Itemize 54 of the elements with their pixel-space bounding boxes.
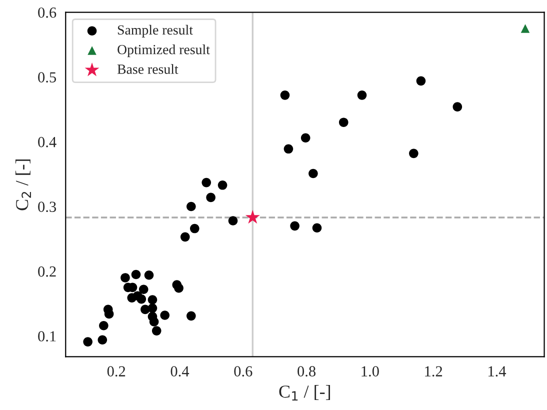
x-tick-label: 0.8 — [298, 366, 316, 377]
point — [136, 294, 146, 304]
point — [138, 284, 148, 294]
x-tick-label: 1.4 — [488, 366, 506, 377]
point — [357, 90, 367, 100]
x-axis-title: C$_{1}$ / [-] — [279, 385, 330, 401]
point — [245, 210, 260, 224]
point — [149, 317, 159, 326]
x-tick-label: 0.6 — [234, 366, 252, 377]
point — [148, 295, 158, 304]
y-tick-label: 0.5 — [38, 72, 56, 83]
point — [312, 223, 322, 233]
point — [148, 303, 158, 313]
point — [284, 144, 294, 154]
y-tick-label: 0.4 — [38, 136, 56, 148]
legend-label: Optimized result — [118, 44, 210, 58]
point — [218, 180, 228, 190]
point — [99, 320, 108, 330]
point — [416, 76, 426, 86]
point — [338, 118, 348, 128]
point — [409, 148, 418, 158]
point — [452, 102, 462, 112]
point — [202, 178, 212, 188]
legend-label: Sample result — [118, 24, 193, 38]
y-tick-label: 0.6 — [38, 7, 56, 18]
point — [186, 311, 196, 321]
y-tick-label: 0.3 — [38, 202, 56, 212]
point — [160, 310, 170, 320]
point — [290, 221, 300, 231]
point — [190, 224, 200, 234]
point — [206, 192, 216, 202]
y-tick-label: 0.1 — [38, 331, 56, 342]
point — [131, 270, 141, 280]
point — [120, 273, 130, 282]
point — [520, 24, 530, 33]
y-tick-label: 0.2 — [38, 266, 56, 277]
point — [180, 232, 190, 242]
point — [144, 270, 154, 280]
point — [280, 90, 290, 100]
point — [152, 326, 162, 336]
legend-label: Base result — [117, 64, 178, 74]
y-axis-title: C$_{2}$ / [-] — [15, 159, 31, 210]
point — [228, 216, 238, 226]
point — [308, 168, 318, 178]
point — [186, 202, 196, 212]
point — [83, 337, 92, 346]
x-tick-label: 0.2 — [107, 366, 126, 377]
x-tick-label: 0.4 — [170, 366, 190, 377]
point — [104, 309, 114, 319]
point — [174, 283, 184, 293]
x-tick-label: 1.0 — [362, 366, 379, 377]
point — [98, 335, 108, 345]
point — [300, 133, 310, 143]
x-tick-label: 1.2 — [425, 366, 442, 377]
